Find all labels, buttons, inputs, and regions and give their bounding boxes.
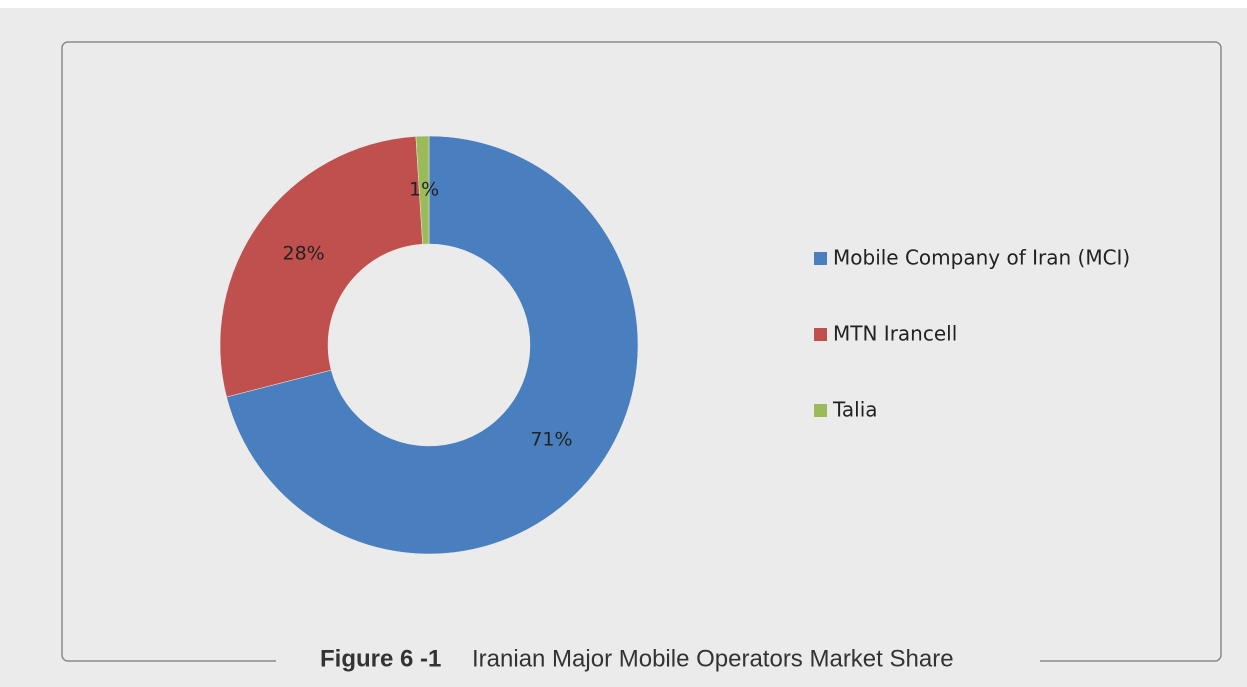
slice [226, 135, 639, 555]
slice [219, 136, 423, 398]
legend-swatch [814, 404, 827, 417]
legend-label: Talia [832, 398, 878, 422]
data-label: 28% [282, 242, 324, 264]
slice [415, 135, 430, 245]
legend-swatch [814, 252, 827, 265]
legend-label: MTN Irancell [833, 322, 957, 346]
caption-text: Iranian Major Mobile Operators Market Sh… [472, 645, 954, 672]
caption-number: Figure 6 -1 [320, 645, 441, 672]
data-label: 71% [530, 429, 572, 451]
data-label: 1% [409, 179, 439, 201]
legend-label: Mobile Company of Iran (MCI) [833, 246, 1130, 270]
legend-swatch [814, 328, 827, 341]
caption-gap [276, 648, 1040, 674]
